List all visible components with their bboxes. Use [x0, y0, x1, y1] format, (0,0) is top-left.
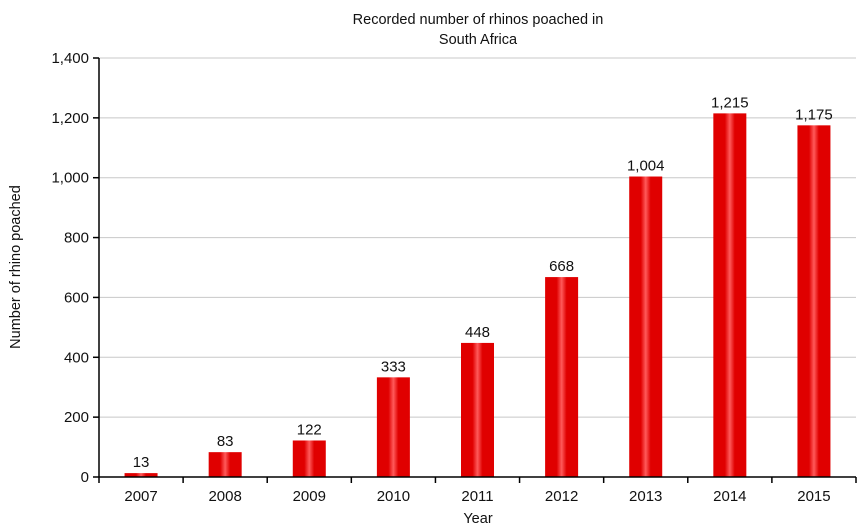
chart-title-line-2: South Africa — [439, 32, 518, 48]
y-tick-label-1200: 1,200 — [51, 110, 89, 127]
y-axis-tick-labels: 0 200 400 600 800 1,000 1,200 1,400 — [51, 50, 89, 486]
data-label-2009: 122 — [297, 421, 322, 438]
x-tick-label-2009: 2009 — [293, 488, 326, 505]
data-label-2008: 83 — [217, 433, 234, 450]
bar-2007 — [124, 473, 158, 477]
y-tick-label-800: 800 — [64, 230, 89, 247]
gridlines — [99, 57, 856, 418]
bar-2010 — [376, 377, 410, 477]
x-tick-label-2010: 2010 — [377, 488, 410, 505]
data-label-2015: 1,175 — [795, 106, 833, 123]
y-tick-label-1000: 1,000 — [51, 170, 89, 187]
x-tick-label-2008: 2008 — [208, 488, 241, 505]
data-labels: 13 83 122 333 448 668 1,004 1,215 1,175 — [133, 94, 833, 471]
bar-2014 — [713, 113, 747, 477]
y-tick-label-0: 0 — [81, 469, 89, 486]
y-axis-title: Number of rhino poached — [8, 185, 24, 349]
x-tick-label-2011: 2011 — [461, 488, 493, 505]
x-axis-tick-labels: 2007 2008 2009 2010 2011 2012 2013 2014 2015 — [124, 488, 830, 505]
bar-2012 — [545, 277, 579, 477]
chart-title-line-1: Recorded number of rhinos poached in — [353, 12, 604, 28]
data-label-2012: 668 — [549, 258, 574, 275]
x-tick-label-2015: 2015 — [797, 488, 830, 505]
bar-2013 — [629, 176, 663, 477]
axes — [93, 57, 857, 483]
x-tick-label-2014: 2014 — [713, 488, 746, 505]
data-label-2010: 333 — [381, 358, 406, 375]
bar-2015 — [797, 125, 831, 477]
x-tick-label-2012: 2012 — [545, 488, 578, 505]
y-tick-label-200: 200 — [64, 409, 89, 426]
bar-2009 — [292, 440, 326, 477]
bar-2011 — [461, 342, 494, 477]
chart-title: Recorded number of rhinos poached in Sou… — [353, 12, 604, 48]
x-axis-title: Year — [463, 511, 492, 527]
y-tick-label-400: 400 — [64, 349, 89, 366]
y-tick-label-1400: 1,400 — [51, 50, 89, 67]
data-label-2011: 448 — [465, 324, 490, 341]
x-tick-label-2013: 2013 — [629, 488, 662, 505]
bars — [124, 113, 831, 477]
data-label-2013: 1,004 — [627, 158, 665, 175]
data-label-2007: 13 — [133, 454, 150, 471]
x-tick-label-2007: 2007 — [124, 488, 157, 505]
y-tick-label-600: 600 — [64, 289, 89, 306]
bar-2008 — [208, 452, 242, 477]
data-label-2014: 1,215 — [711, 94, 749, 111]
